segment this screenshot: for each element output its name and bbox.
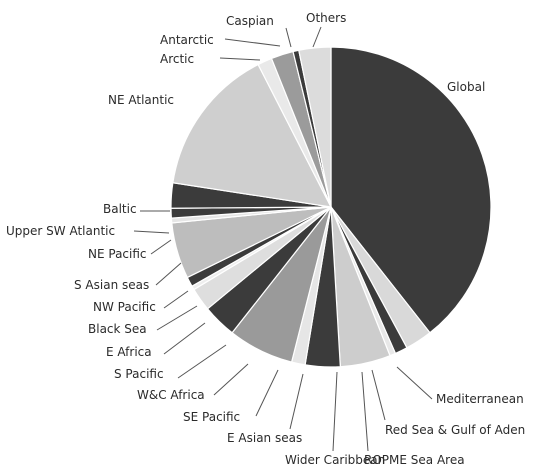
slice-label-global: Global: [447, 80, 485, 94]
slice-label-black-sea: Black Sea: [88, 322, 147, 336]
slice-label-others: Others: [306, 11, 346, 25]
slice-label-ropme-sea-area: ROPME Sea Area: [364, 453, 465, 467]
slice-label-wandc-africa: W&C Africa: [137, 388, 205, 402]
slice-label-nw-pacific: NW Pacific: [93, 300, 156, 314]
slice-label-se-pacific: SE Pacific: [183, 410, 240, 424]
leader-line-black-sea: [156, 305, 198, 331]
leaders-layer: [133, 26, 433, 452]
leader-line-red-sea-and-gulf-of-aden: [371, 369, 386, 421]
pie-slice-global: [330, 46, 492, 334]
leader-line-se-pacific: [255, 369, 279, 417]
leader-line-s-pacific: [177, 344, 227, 379]
slice-label-baltic: Baltic: [103, 202, 137, 216]
slice-label-e-asian-seas: E Asian seas: [227, 431, 302, 445]
slice-label-s-pacific: S Pacific: [114, 367, 164, 381]
leader-line-ropme-sea-area: [361, 371, 369, 452]
leader-line-others: [312, 26, 322, 48]
pie-slice-ne-atlantic: [172, 63, 333, 208]
leader-line-wandc-africa: [213, 363, 249, 396]
leader-line-caspian: [285, 27, 292, 48]
leader-line-nw-pacific: [163, 290, 189, 309]
slice-label-ne-atlantic: NE Atlantic: [108, 93, 174, 107]
leader-line-s-asian-seas: [155, 262, 182, 286]
leader-line-mediterranean: [396, 366, 433, 400]
slice-label-red-sea-and-gulf-of-aden: Red Sea & Gulf of Aden: [385, 423, 525, 437]
slice-label-antarctic: Antarctic: [160, 33, 214, 47]
slice-label-s-asian-seas: S Asian seas: [74, 278, 149, 292]
leader-line-e-asian-seas: [289, 373, 304, 430]
leader-line-e-africa: [163, 322, 206, 355]
leader-line-antarctic: [224, 38, 281, 47]
leader-line-wider-caribbean: [332, 371, 338, 452]
leader-line-ne-pacific: [150, 239, 172, 255]
slice-label-wider-caribbean: Wider Caribbean: [285, 453, 385, 467]
labels-layer: Global Mediterranean Red Sea & Gulf of Ade…: [6, 11, 525, 467]
pie-slice-others: [298, 46, 332, 208]
slice-label-mediterranean: Mediterranean: [436, 392, 524, 406]
leader-line-upper-sw-atlantic: [133, 230, 170, 234]
slice-label-upper-sw-atlantic: Upper SW Atlantic: [6, 224, 115, 238]
slice-label-caspian: Caspian: [226, 14, 274, 28]
slices-layer: [170, 46, 492, 368]
slice-label-ne-pacific: NE Pacific: [88, 247, 147, 261]
leader-line-arctic: [219, 57, 261, 61]
slice-label-arctic: Arctic: [160, 52, 194, 66]
slice-label-e-africa: E Africa: [106, 345, 152, 359]
